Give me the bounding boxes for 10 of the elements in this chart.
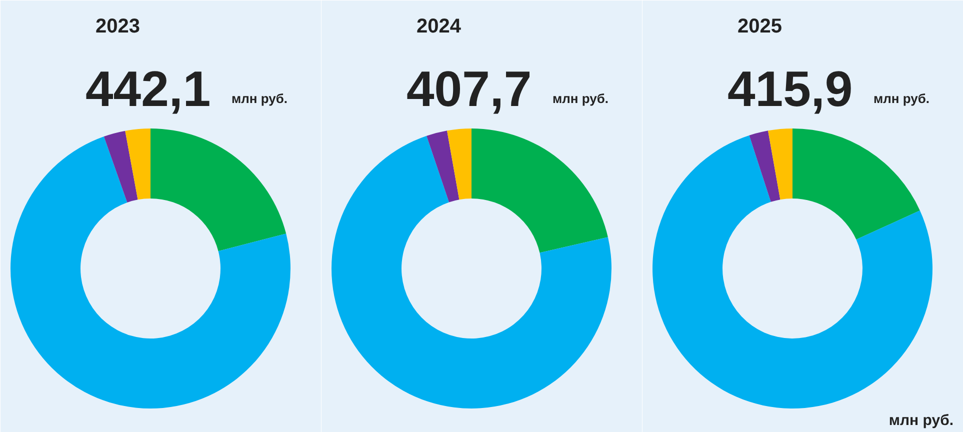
- text: млн руб.: [232, 91, 288, 106]
- chart-subtitle: 442,1: [86, 61, 211, 117]
- chart-subtitle: 415,9: [728, 61, 853, 117]
- text: млн руб.: [888, 412, 954, 429]
- text: млн руб.: [552, 91, 608, 106]
- chart-title: 2023: [96, 16, 140, 38]
- chart-subtitle: 407,7: [406, 61, 532, 117]
- chart-title: 2024: [416, 16, 462, 38]
- chart-title: 2025: [738, 16, 782, 38]
- text: млн руб.: [874, 91, 930, 106]
